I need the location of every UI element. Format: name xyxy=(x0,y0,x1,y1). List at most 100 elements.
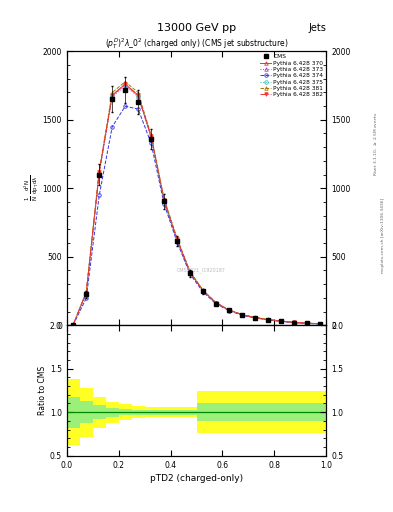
Pythia 6.428 373 xyxy=(136,94,141,100)
Text: mcplots.cern.ch [arXiv:1306.3436]: mcplots.cern.ch [arXiv:1306.3436] xyxy=(381,198,385,273)
X-axis label: pTD2 (charged-only): pTD2 (charged-only) xyxy=(150,474,243,483)
Pythia 6.428 374 xyxy=(201,289,206,295)
Pythia 6.428 373 xyxy=(214,300,219,306)
Pythia 6.428 375 xyxy=(123,82,128,88)
Pythia 6.428 382 xyxy=(278,318,283,324)
Pythia 6.428 382 xyxy=(227,307,231,313)
Pythia 6.428 373 xyxy=(318,321,322,327)
Pythia 6.428 370 xyxy=(214,300,219,306)
Pythia 6.428 381 xyxy=(136,90,141,96)
Pythia 6.428 375 xyxy=(292,319,296,326)
Pythia 6.428 382 xyxy=(162,197,167,203)
Pythia 6.428 373 xyxy=(149,134,153,140)
Pythia 6.428 382 xyxy=(97,169,101,175)
Pythia 6.428 370 xyxy=(201,287,206,293)
Pythia 6.428 373 xyxy=(227,307,231,313)
Line: Pythia 6.428 374: Pythia 6.428 374 xyxy=(72,104,321,326)
Pythia 6.428 370 xyxy=(110,92,115,98)
Pythia 6.428 375 xyxy=(84,290,89,296)
Pythia 6.428 374 xyxy=(84,295,89,301)
Pythia 6.428 381 xyxy=(266,316,270,323)
Pythia 6.428 375 xyxy=(278,318,283,324)
Pythia 6.428 381 xyxy=(278,318,283,324)
Title: $(p_T^D)^2\lambda\_0^2$ (charged only) (CMS jet substructure): $(p_T^D)^2\lambda\_0^2$ (charged only) (… xyxy=(105,36,288,51)
Pythia 6.428 373 xyxy=(266,316,270,323)
Pythia 6.428 370 xyxy=(123,81,128,87)
Line: Pythia 6.428 373: Pythia 6.428 373 xyxy=(72,84,321,326)
Pythia 6.428 375 xyxy=(304,320,309,326)
Y-axis label: Ratio to CMS: Ratio to CMS xyxy=(38,366,47,415)
Pythia 6.428 382 xyxy=(253,314,257,321)
Line: Pythia 6.428 382: Pythia 6.428 382 xyxy=(72,82,321,326)
Pythia 6.428 373 xyxy=(240,312,244,318)
Pythia 6.428 381 xyxy=(240,311,244,317)
Legend: CMS, Pythia 6.428 370, Pythia 6.428 373, Pythia 6.428 374, Pythia 6.428 375, Pyt: CMS, Pythia 6.428 370, Pythia 6.428 373,… xyxy=(259,53,325,99)
Pythia 6.428 370 xyxy=(304,320,309,326)
Pythia 6.428 381 xyxy=(227,307,231,313)
Pythia 6.428 381 xyxy=(292,319,296,326)
Pythia 6.428 374 xyxy=(318,321,322,327)
Pythia 6.428 381 xyxy=(84,289,89,295)
Pythia 6.428 382 xyxy=(266,316,270,323)
Pythia 6.428 370 xyxy=(162,197,167,203)
Pythia 6.428 370 xyxy=(97,169,101,175)
Text: Jets: Jets xyxy=(309,23,326,33)
Pythia 6.428 382 xyxy=(123,81,128,87)
Pythia 6.428 374 xyxy=(110,124,115,130)
Pythia 6.428 381 xyxy=(149,132,153,138)
Pythia 6.428 373 xyxy=(175,237,180,243)
Pythia 6.428 373 xyxy=(201,288,206,294)
Pythia 6.428 375 xyxy=(214,300,219,306)
Pythia 6.428 373 xyxy=(304,320,309,326)
Pythia 6.428 374 xyxy=(214,301,219,307)
Pythia 6.428 375 xyxy=(227,307,231,313)
Pythia 6.428 370 xyxy=(240,312,244,318)
Pythia 6.428 370 xyxy=(149,133,153,139)
Pythia 6.428 375 xyxy=(136,93,141,99)
Pythia 6.428 382 xyxy=(292,319,296,326)
Pythia 6.428 373 xyxy=(188,269,193,275)
Pythia 6.428 382 xyxy=(318,321,322,327)
Pythia 6.428 375 xyxy=(266,316,270,323)
Pythia 6.428 381 xyxy=(188,268,193,274)
Pythia 6.428 381 xyxy=(162,196,167,202)
Pythia 6.428 375 xyxy=(110,93,115,99)
Pythia 6.428 370 xyxy=(292,319,296,326)
Pythia 6.428 370 xyxy=(175,237,180,243)
Pythia 6.428 370 xyxy=(84,289,89,295)
Pythia 6.428 373 xyxy=(123,82,128,89)
Pythia 6.428 374 xyxy=(240,312,244,318)
Pythia 6.428 374 xyxy=(97,192,101,198)
Y-axis label: $\frac{1}{\rm N}\ \frac{d^2 N}{d p_T\,d\lambda}$: $\frac{1}{\rm N}\ \frac{d^2 N}{d p_T\,d\… xyxy=(22,175,40,201)
Pythia 6.428 373 xyxy=(162,198,167,204)
Pythia 6.428 381 xyxy=(318,321,322,327)
Pythia 6.428 374 xyxy=(123,103,128,110)
Pythia 6.428 373 xyxy=(278,318,283,324)
Pythia 6.428 381 xyxy=(201,287,206,293)
Pythia 6.428 382 xyxy=(201,287,206,293)
Pythia 6.428 375 xyxy=(149,134,153,140)
Pythia 6.428 382 xyxy=(240,312,244,318)
Pythia 6.428 382 xyxy=(110,92,115,98)
Line: Pythia 6.428 375: Pythia 6.428 375 xyxy=(72,83,321,326)
Pythia 6.428 373 xyxy=(292,319,296,326)
Text: Rivet 3.1.10, $\geq$ 2.5M events: Rivet 3.1.10, $\geq$ 2.5M events xyxy=(372,111,379,176)
Pythia 6.428 381 xyxy=(214,300,219,306)
Pythia 6.428 382 xyxy=(188,269,193,275)
Pythia 6.428 375 xyxy=(175,237,180,243)
Pythia 6.428 382 xyxy=(304,320,309,326)
Line: Pythia 6.428 381: Pythia 6.428 381 xyxy=(72,80,321,326)
Pythia 6.428 374 xyxy=(253,315,257,321)
Pythia 6.428 375 xyxy=(188,269,193,275)
Pythia 6.428 382 xyxy=(71,322,75,328)
Pythia 6.428 370 xyxy=(71,322,75,328)
Pythia 6.428 375 xyxy=(162,198,167,204)
Pythia 6.428 374 xyxy=(136,106,141,112)
Pythia 6.428 374 xyxy=(292,319,296,326)
Pythia 6.428 381 xyxy=(123,78,128,84)
Pythia 6.428 375 xyxy=(253,314,257,321)
Pythia 6.428 374 xyxy=(149,140,153,146)
Pythia 6.428 375 xyxy=(318,321,322,327)
Text: 13000 GeV pp: 13000 GeV pp xyxy=(157,23,236,33)
Pythia 6.428 381 xyxy=(253,314,257,321)
